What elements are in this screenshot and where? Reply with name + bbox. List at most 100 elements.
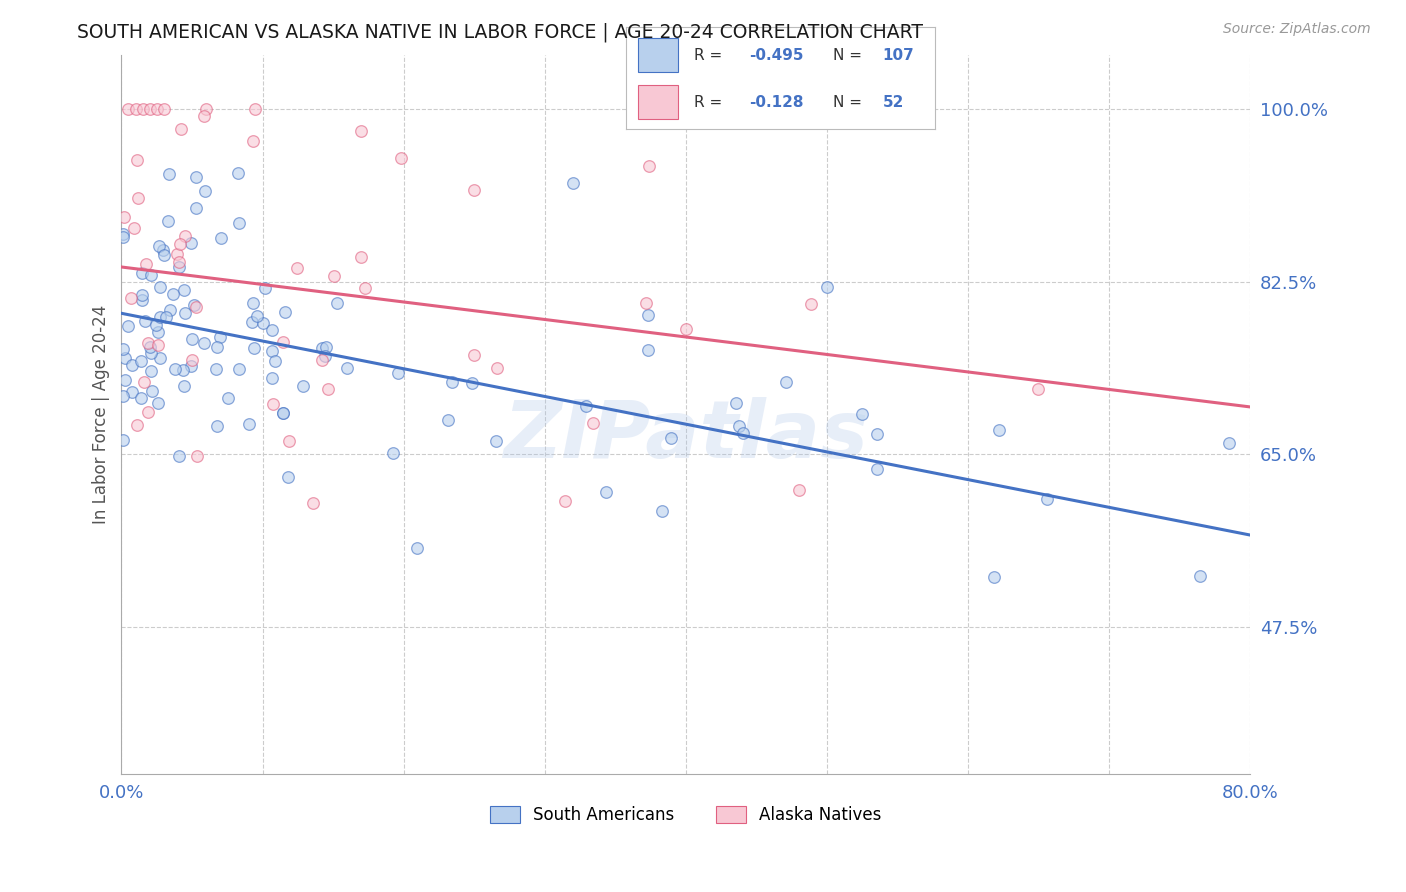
Text: Source: ZipAtlas.com: Source: ZipAtlas.com [1223, 22, 1371, 37]
Text: SOUTH AMERICAN VS ALASKA NATIVE IN LABOR FORCE | AGE 20-24 CORRELATION CHART: SOUTH AMERICAN VS ALASKA NATIVE IN LABOR… [77, 22, 924, 42]
Point [637, 308, 659, 322]
Point [134, 375, 156, 389]
Text: 52: 52 [883, 95, 904, 111]
Point [127, 153, 149, 168]
Point [252, 316, 274, 330]
Point [659, 431, 682, 445]
Point [1028, 382, 1050, 396]
Point [120, 291, 142, 305]
Text: N =: N = [832, 95, 866, 111]
Point [242, 295, 264, 310]
Point [139, 268, 162, 282]
Point [264, 354, 287, 368]
Point [675, 322, 697, 336]
Point [169, 122, 191, 136]
Point [205, 362, 228, 376]
Point [207, 340, 229, 354]
Point [181, 352, 204, 367]
Point [285, 261, 308, 276]
Point [125, 418, 148, 433]
Point [139, 364, 162, 378]
Point [323, 269, 346, 284]
Point [186, 170, 208, 185]
Point [242, 315, 264, 329]
Point [135, 257, 157, 271]
Point [162, 286, 184, 301]
Point [173, 379, 195, 393]
Point [141, 384, 163, 398]
Point [387, 367, 409, 381]
Point [184, 202, 207, 216]
Point [350, 123, 373, 137]
Text: 107: 107 [883, 48, 914, 63]
Point [866, 426, 889, 441]
Point [325, 295, 347, 310]
Point [463, 183, 485, 197]
Point [651, 504, 673, 518]
Point [634, 296, 657, 310]
Point [254, 281, 277, 295]
Point [262, 397, 284, 411]
Point [461, 376, 484, 391]
Point [114, 351, 136, 365]
Point [316, 382, 339, 396]
Bar [638, 38, 678, 72]
Point [311, 353, 333, 368]
Point [146, 325, 169, 339]
Point [1218, 435, 1240, 450]
Point [277, 434, 299, 448]
Text: -0.495: -0.495 [749, 48, 804, 63]
Text: R =: R = [693, 95, 727, 111]
Point [112, 227, 135, 241]
Point [184, 300, 207, 314]
Text: -0.128: -0.128 [749, 95, 804, 111]
Legend: South Americans, Alaska Natives: South Americans, Alaska Natives [484, 799, 889, 830]
Point [117, 103, 139, 117]
Point [152, 243, 174, 257]
Point [167, 260, 190, 274]
Point [637, 160, 659, 174]
Point [353, 281, 375, 295]
Point [582, 417, 605, 431]
Point [139, 340, 162, 354]
Text: R =: R = [693, 48, 727, 63]
Point [277, 470, 299, 484]
Point [238, 417, 260, 431]
Point [131, 266, 153, 280]
Point [186, 449, 208, 463]
Point [983, 569, 1005, 583]
Point [463, 348, 485, 362]
Point [485, 434, 508, 449]
Point [437, 412, 460, 426]
Point [111, 389, 134, 403]
Point [302, 496, 325, 510]
Point [174, 229, 197, 244]
Point [1036, 491, 1059, 506]
Point [554, 493, 576, 508]
Point [728, 418, 751, 433]
Text: ZIPatlas: ZIPatlas [503, 397, 869, 475]
Point [152, 103, 174, 117]
Point [146, 395, 169, 409]
Point [226, 166, 249, 180]
Y-axis label: In Labor Force | Age 20-24: In Labor Force | Age 20-24 [93, 305, 110, 524]
Point [131, 293, 153, 307]
Point [274, 305, 297, 319]
Point [121, 385, 143, 400]
Point [121, 358, 143, 372]
Point [637, 343, 659, 357]
Point [117, 319, 139, 334]
Point [165, 362, 187, 376]
Point [149, 280, 172, 294]
Point [180, 236, 202, 251]
Point [129, 391, 152, 405]
Point [180, 331, 202, 345]
Bar [638, 86, 678, 119]
Point [112, 210, 135, 224]
Point [595, 485, 617, 500]
Point [217, 392, 239, 406]
Point [136, 405, 159, 419]
Point [350, 250, 373, 264]
Point [988, 423, 1011, 437]
Point [815, 279, 838, 293]
